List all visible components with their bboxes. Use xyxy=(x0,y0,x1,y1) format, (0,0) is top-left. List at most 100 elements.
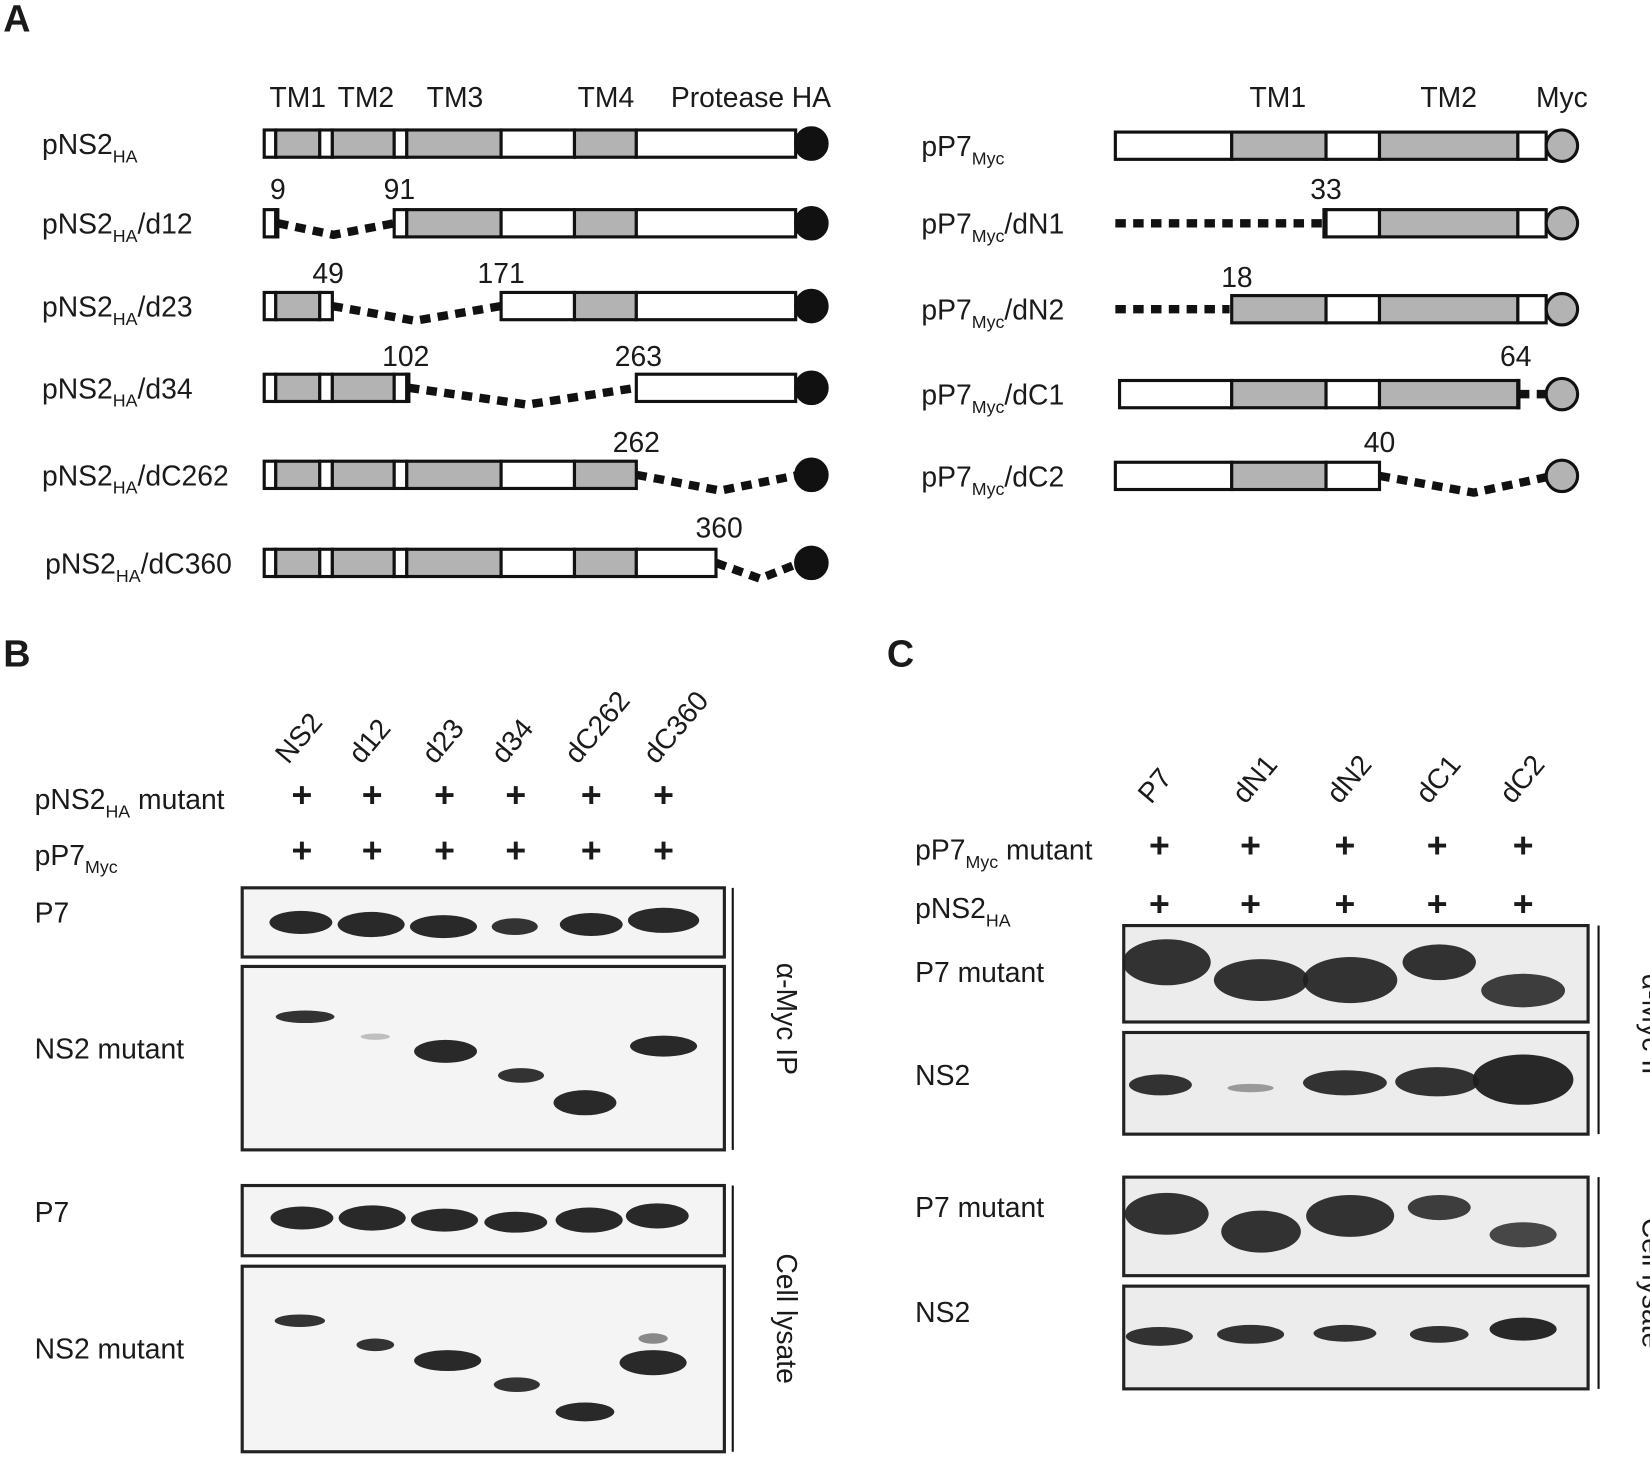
deletion xyxy=(714,558,802,584)
subscript: Myc xyxy=(972,149,1005,169)
band xyxy=(619,1350,687,1376)
domain xyxy=(330,547,396,579)
suffix: /dC262 xyxy=(138,459,229,491)
domain-header: TM4 xyxy=(578,81,635,113)
panel-label: A xyxy=(3,0,30,39)
name: pP7 xyxy=(921,294,971,326)
construct-label: pP7Myc xyxy=(35,839,118,877)
subscript: Myc xyxy=(972,397,1005,417)
domain xyxy=(572,547,638,579)
suffix: /dC1 xyxy=(1004,379,1064,411)
band xyxy=(1128,1074,1192,1096)
band xyxy=(638,1333,668,1344)
name: pP7 xyxy=(915,834,965,866)
panel-label: B xyxy=(3,633,30,675)
domain xyxy=(634,290,798,322)
domain xyxy=(405,128,503,159)
band xyxy=(409,915,477,939)
domain xyxy=(392,547,409,579)
domain xyxy=(1324,294,1382,325)
subscript: Myc xyxy=(966,852,999,872)
domain xyxy=(262,459,278,491)
domain xyxy=(572,290,638,322)
band xyxy=(414,1039,477,1063)
name: pNS2 xyxy=(42,372,113,404)
suffix: mutant xyxy=(998,834,1093,866)
plus: + xyxy=(1335,825,1356,865)
domain xyxy=(405,372,411,404)
lane-label: dC1 xyxy=(1409,749,1467,809)
domain xyxy=(262,290,278,322)
side-label: α-Myc IP xyxy=(1637,974,1650,1086)
domain xyxy=(330,128,396,159)
domain xyxy=(1377,208,1520,239)
construct-label: pP7Myc/dC1 xyxy=(921,379,1064,417)
lane-label: dC262 xyxy=(558,685,636,769)
plus: + xyxy=(1149,825,1170,865)
band xyxy=(269,910,333,934)
side-label: α-Myc IP xyxy=(771,963,803,1075)
band xyxy=(491,918,538,935)
band xyxy=(484,1211,548,1233)
blot xyxy=(240,964,726,1152)
tag xyxy=(794,545,829,581)
domain xyxy=(330,459,396,491)
domain xyxy=(1230,294,1328,325)
domain xyxy=(572,459,638,491)
tag xyxy=(1544,291,1580,327)
suffix: /dN1 xyxy=(1004,208,1064,240)
construct-label: pNS2HA mutant xyxy=(35,783,225,821)
domain xyxy=(1377,378,1520,410)
domain xyxy=(1516,294,1548,325)
lane-label: NS2 xyxy=(268,706,328,769)
domain-header: HA xyxy=(792,81,831,113)
construct-label: pNS2HA/d23 xyxy=(42,291,193,329)
domain xyxy=(1377,294,1520,325)
domain xyxy=(274,372,322,404)
domain xyxy=(274,547,322,579)
plus: + xyxy=(653,775,674,815)
residue-number: 64 xyxy=(1500,340,1531,372)
subscript: HA xyxy=(113,309,138,329)
band xyxy=(1125,1327,1193,1346)
name: pP7 xyxy=(35,839,85,871)
subscript: HA xyxy=(986,911,1011,931)
domain xyxy=(1117,378,1234,410)
name: pNS2 xyxy=(42,128,113,160)
construct-label: pNS2HA xyxy=(915,892,1011,930)
band xyxy=(337,911,405,938)
domain xyxy=(1113,460,1234,492)
blot-label: NS2 xyxy=(915,1296,970,1328)
band xyxy=(338,1205,406,1231)
band xyxy=(1122,939,1211,986)
band xyxy=(360,1033,390,1040)
band xyxy=(1221,1210,1301,1253)
band xyxy=(625,1203,689,1229)
tag xyxy=(1544,458,1580,494)
domain-header: TM2 xyxy=(1420,81,1477,113)
lane-label: P7 xyxy=(1131,762,1178,809)
deletion xyxy=(408,383,637,409)
domain-header: TM3 xyxy=(427,81,484,113)
band xyxy=(627,907,700,933)
band xyxy=(1124,1192,1209,1235)
suffix: mutant xyxy=(130,783,225,815)
tag xyxy=(794,457,829,493)
lane-label: dN1 xyxy=(1225,749,1283,809)
band xyxy=(555,1207,623,1233)
tag xyxy=(1544,128,1580,163)
domain xyxy=(318,547,334,579)
band xyxy=(1395,1067,1480,1097)
band xyxy=(1402,944,1476,981)
subscript: HA xyxy=(113,146,138,166)
lane-label: d23 xyxy=(415,712,470,769)
band xyxy=(555,1402,615,1422)
domain xyxy=(318,372,334,404)
band xyxy=(1481,973,1566,1008)
blot-label: P7 xyxy=(35,896,70,928)
construct-label: pP7Myc/dC2 xyxy=(921,460,1064,498)
domain xyxy=(274,128,322,159)
domain xyxy=(262,128,278,159)
plus: + xyxy=(653,831,674,871)
domain xyxy=(572,208,638,239)
